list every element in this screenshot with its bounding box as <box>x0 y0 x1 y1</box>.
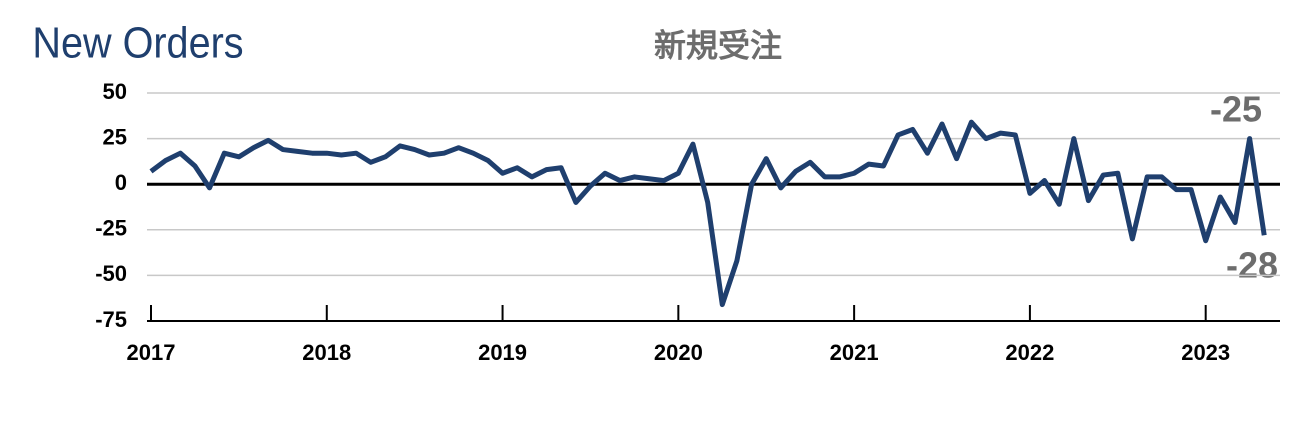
x-tick-label: 2017 <box>127 340 176 365</box>
annotation: -28 <box>1226 245 1278 286</box>
x-tick-label: 2023 <box>1181 340 1230 365</box>
x-tick-label: 2019 <box>478 340 527 365</box>
data-line <box>149 119 1267 308</box>
y-tick-label: -50 <box>95 261 127 286</box>
x-tick-label: 2018 <box>302 340 351 365</box>
chart-title: New Orders <box>32 18 243 67</box>
x-tick-label: 2020 <box>654 340 703 365</box>
x-tick-label: 2022 <box>1005 340 1054 365</box>
annotation: -25 <box>1210 89 1262 130</box>
y-tick-label: 0 <box>115 170 127 195</box>
y-tick-label: -75 <box>95 307 127 332</box>
chart-subtitle: 新規受注 <box>654 27 782 63</box>
x-tick-label: 2021 <box>830 340 879 365</box>
y-tick-label: 50 <box>103 79 127 104</box>
y-tick-label: -25 <box>95 216 127 241</box>
y-tick-label: 25 <box>103 124 127 149</box>
